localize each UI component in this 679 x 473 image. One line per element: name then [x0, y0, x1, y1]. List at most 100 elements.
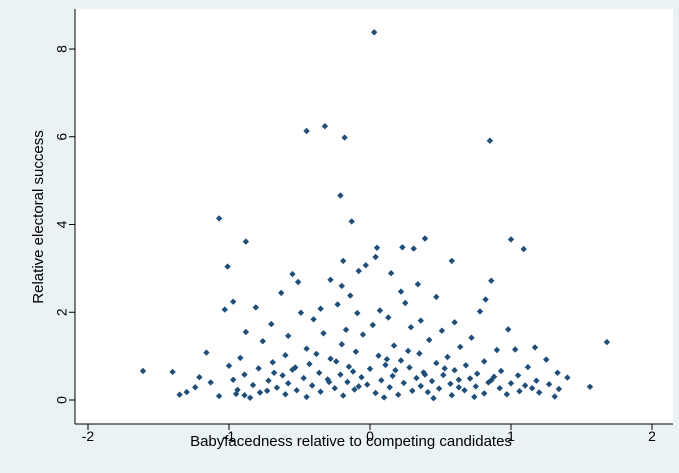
data-point	[488, 377, 495, 384]
data-point	[337, 371, 344, 378]
data-point	[451, 319, 458, 326]
data-point	[215, 392, 223, 400]
data-point	[207, 379, 214, 386]
data-point	[455, 376, 462, 383]
data-point	[317, 388, 324, 395]
data-point	[230, 298, 237, 305]
data-point	[355, 383, 362, 390]
plot-area	[75, 9, 673, 424]
data-point	[481, 390, 488, 397]
data-point	[351, 386, 358, 393]
data-point	[386, 384, 393, 391]
data-point	[482, 296, 489, 303]
data-point	[424, 388, 431, 396]
data-point	[496, 385, 503, 392]
data-point	[327, 276, 334, 283]
data-point	[358, 374, 365, 381]
data-point	[340, 257, 347, 265]
data-point	[497, 367, 505, 375]
data-point	[263, 387, 271, 394]
data-point	[345, 363, 353, 370]
data-point	[237, 354, 244, 362]
data-point	[183, 388, 190, 396]
data-point	[321, 123, 329, 130]
data-point	[410, 245, 417, 252]
data-point	[225, 362, 233, 369]
data-point	[514, 372, 522, 379]
data-point	[297, 309, 305, 316]
data-point	[461, 387, 468, 394]
data-point	[241, 371, 248, 378]
data-point	[468, 334, 475, 341]
data-point	[242, 328, 250, 336]
y-tick-label: 2	[54, 308, 70, 316]
data-point	[303, 345, 310, 352]
data-point	[176, 391, 183, 398]
data-point	[407, 324, 415, 331]
data-point	[520, 245, 527, 253]
data-point	[348, 218, 355, 225]
data-point	[457, 343, 464, 351]
data-point	[316, 369, 323, 376]
data-point	[255, 365, 262, 372]
data-point	[435, 385, 443, 392]
data-point	[246, 394, 254, 401]
data-point	[528, 385, 536, 392]
data-point	[269, 359, 276, 366]
data-point	[139, 367, 147, 375]
data-point	[433, 359, 440, 367]
data-point	[234, 386, 241, 394]
data-point	[376, 307, 384, 314]
data-point	[472, 383, 479, 390]
data-point	[448, 257, 455, 265]
data-point	[387, 270, 395, 277]
data-point	[471, 393, 478, 401]
data-point	[333, 358, 340, 365]
data-point	[382, 361, 389, 369]
data-point	[380, 394, 388, 401]
data-point	[402, 299, 409, 307]
data-point	[390, 342, 398, 349]
data-point	[486, 137, 494, 144]
x-tick-label: -1	[223, 428, 236, 444]
data-point	[444, 353, 451, 361]
data-point	[341, 134, 348, 141]
data-point	[448, 392, 455, 399]
data-point	[338, 341, 345, 348]
data-point	[413, 374, 420, 382]
y-tick-label: 6	[54, 133, 70, 141]
data-point	[426, 336, 433, 344]
data-point	[373, 244, 381, 251]
data-point	[242, 238, 250, 245]
data-point	[400, 379, 407, 387]
data-point	[466, 375, 474, 382]
data-point	[383, 356, 391, 363]
data-point	[306, 360, 313, 368]
data-point	[555, 385, 563, 393]
x-tick-label: -2	[82, 428, 95, 444]
data-point	[414, 281, 422, 288]
data-point	[564, 374, 571, 381]
data-point	[389, 372, 396, 380]
data-point	[303, 127, 310, 135]
data-point	[338, 282, 345, 290]
data-point	[417, 317, 424, 324]
data-point	[169, 368, 176, 376]
data-point	[203, 349, 210, 356]
data-point	[241, 392, 248, 399]
data-point	[440, 371, 447, 379]
data-point	[224, 263, 231, 270]
data-point	[441, 365, 448, 372]
data-point	[521, 382, 529, 389]
data-point	[270, 369, 278, 376]
data-point	[536, 389, 543, 396]
data-point	[505, 326, 512, 333]
data-point	[364, 381, 371, 388]
data-point	[268, 320, 275, 328]
data-point	[417, 382, 424, 390]
data-point	[331, 385, 338, 392]
x-axis-title: Babyfacedness relative to competing cand…	[190, 433, 512, 450]
data-point	[278, 289, 285, 297]
data-point	[430, 395, 437, 402]
